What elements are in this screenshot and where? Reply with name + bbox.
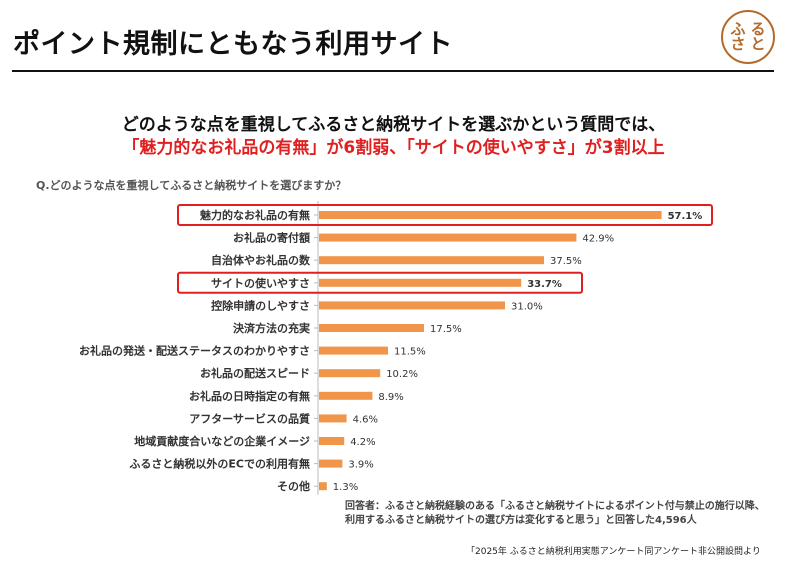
value-label: 57.1% bbox=[668, 211, 703, 222]
category-label: お礼品の発送・配送ステータスのわかりやすさ bbox=[79, 344, 310, 358]
bar bbox=[319, 211, 662, 219]
value-label: 10.2% bbox=[386, 369, 418, 380]
category-label: お礼品の寄付額 bbox=[233, 231, 310, 245]
title-divider bbox=[12, 70, 774, 72]
source-note: 「2025年 ふるさと納税利用実態アンケート同アンケート非公開設問より bbox=[466, 547, 761, 557]
category-label: 地域貢献度合いなどの企業イメージ bbox=[134, 434, 310, 448]
category-label: アフターサービスの品質 bbox=[189, 411, 310, 425]
bar bbox=[319, 437, 345, 445]
category-label: サイトの使いやすさ bbox=[211, 276, 310, 290]
value-label: 17.5% bbox=[430, 324, 462, 335]
category-label: お礼品の配送スピード bbox=[200, 366, 310, 380]
value-label: 4.6% bbox=[353, 414, 378, 425]
category-label: お礼品の日時指定の有無 bbox=[189, 389, 310, 403]
value-label: 31.0% bbox=[511, 301, 543, 312]
logo-char: る bbox=[750, 20, 766, 38]
headline-line-1: どのような点を重視してふるさと納税サイトを選ぶかという質問では、 bbox=[121, 115, 666, 135]
value-label: 42.9% bbox=[582, 234, 614, 245]
category-label: 控除申請のしやすさ bbox=[211, 298, 310, 312]
value-label: 1.3% bbox=[333, 482, 358, 493]
survey-question: Q.どのような点を重視してふるさと納税サイトを選びますか？ bbox=[36, 179, 347, 192]
value-label: 8.9% bbox=[378, 392, 403, 403]
logo-char: と bbox=[750, 35, 766, 53]
bar bbox=[319, 414, 347, 423]
logo-char: さ bbox=[730, 35, 746, 53]
bar bbox=[319, 459, 343, 468]
bar bbox=[319, 301, 505, 310]
respondent-note-line-2: 利用するふるさと納税サイトの選び方は変化すると思う」と回答した4,596人 bbox=[345, 515, 697, 526]
bar bbox=[319, 278, 522, 287]
category-label: 決済方法の充実 bbox=[233, 321, 310, 335]
value-label: 33.7% bbox=[527, 279, 562, 290]
highlight-box bbox=[177, 204, 713, 226]
bar bbox=[319, 324, 424, 332]
respondent-note: 回答者：ふるさと納税経験のある「ふるさと納税サイトによるポイント付与禁止の施行以… bbox=[345, 500, 765, 528]
category-label: その他 bbox=[277, 479, 310, 493]
logo-char: ふ bbox=[730, 20, 746, 38]
headline-line-2: 「魅力的なお礼品の有無」が6割弱、「サイトの使いやすさ」が3割以上 bbox=[122, 138, 665, 158]
page-title: ポイント規制にともなう利用サイト bbox=[13, 29, 453, 60]
value-label: 11.5% bbox=[394, 347, 426, 358]
bar bbox=[319, 233, 577, 242]
value-label: 37.5% bbox=[550, 256, 582, 267]
category-label: 魅力的なお礼品の有無 bbox=[200, 208, 310, 222]
bar bbox=[319, 346, 388, 355]
bar bbox=[319, 256, 544, 265]
bar bbox=[319, 391, 373, 400]
bar bbox=[319, 369, 381, 378]
bar bbox=[319, 482, 327, 491]
value-label: 4.2% bbox=[350, 437, 375, 448]
category-label: ふるさと納税以外のECでの利用有無 bbox=[129, 457, 310, 471]
value-label: 3.9% bbox=[348, 460, 373, 471]
highlight-box bbox=[177, 271, 583, 294]
furusato-logo: ふ る さ と bbox=[721, 10, 775, 64]
category-label: 自治体やお礼品の数 bbox=[211, 253, 311, 267]
respondent-note-line-1: 回答者：ふるさと納税経験のある「ふるさと納税サイトによるポイント付与禁止の施行以… bbox=[345, 501, 765, 512]
bar-chart: 魅力的なお礼品の有無 57.1% お礼品の寄付額 42.9% 自治体やお礼品の数 37.5… bbox=[79, 201, 713, 495]
